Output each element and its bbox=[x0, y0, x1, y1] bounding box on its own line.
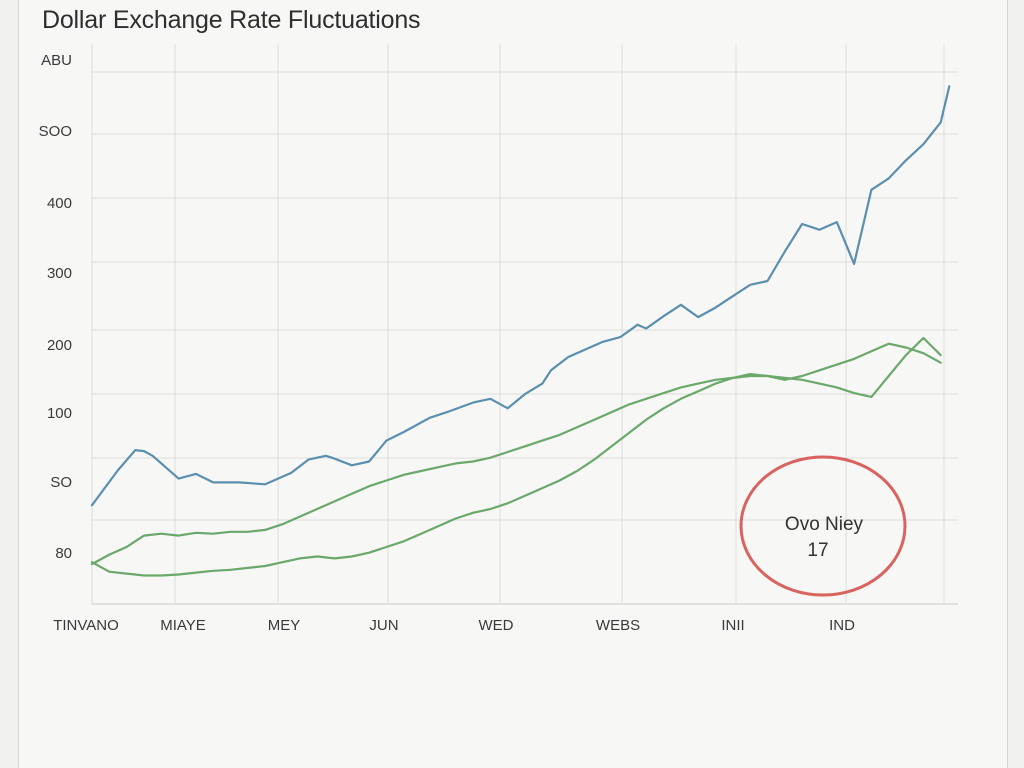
x-axis-ticks: TINVANO MIAYE MEY JUN WED WEBS INII IND bbox=[53, 617, 855, 634]
x-tick-label: WEBS bbox=[596, 617, 640, 634]
y-tick-label: SO bbox=[50, 474, 72, 491]
x-tick-label: TINVANO bbox=[53, 617, 119, 634]
chart-frame bbox=[18, 0, 1008, 768]
y-tick-label: 80 bbox=[55, 545, 72, 562]
x-tick-label: INII bbox=[721, 617, 744, 634]
series-line-3 bbox=[90, 342, 942, 577]
x-tick-label: JUN bbox=[369, 617, 398, 634]
series-line-2 bbox=[90, 336, 942, 566]
chart-title: Dollar Exchange Rate Fluctuations bbox=[42, 6, 421, 34]
series-lines bbox=[90, 85, 951, 577]
y-axis-ticks: ABU SOO 400 300 200 100 SO 80 bbox=[39, 52, 72, 562]
annotation-value: 17 bbox=[807, 540, 828, 561]
y-tick-label: ABU bbox=[41, 52, 72, 69]
annotation-circle bbox=[739, 455, 907, 597]
x-tick-label: IND bbox=[829, 617, 855, 634]
annotation-text: Ovo Niey bbox=[785, 514, 864, 535]
annotation: Ovo Niey 17 bbox=[739, 455, 907, 597]
y-tick-label: 400 bbox=[47, 195, 72, 212]
y-tick-label: 300 bbox=[47, 265, 72, 282]
y-tick-label: 200 bbox=[47, 337, 72, 354]
y-tick-label: SOO bbox=[39, 123, 72, 140]
x-tick-label: MIAYE bbox=[160, 617, 206, 634]
x-tick-label: MEY bbox=[268, 617, 301, 634]
series-line-1 bbox=[90, 85, 951, 507]
x-tick-label: WED bbox=[479, 617, 514, 634]
y-tick-label: 100 bbox=[47, 405, 72, 422]
